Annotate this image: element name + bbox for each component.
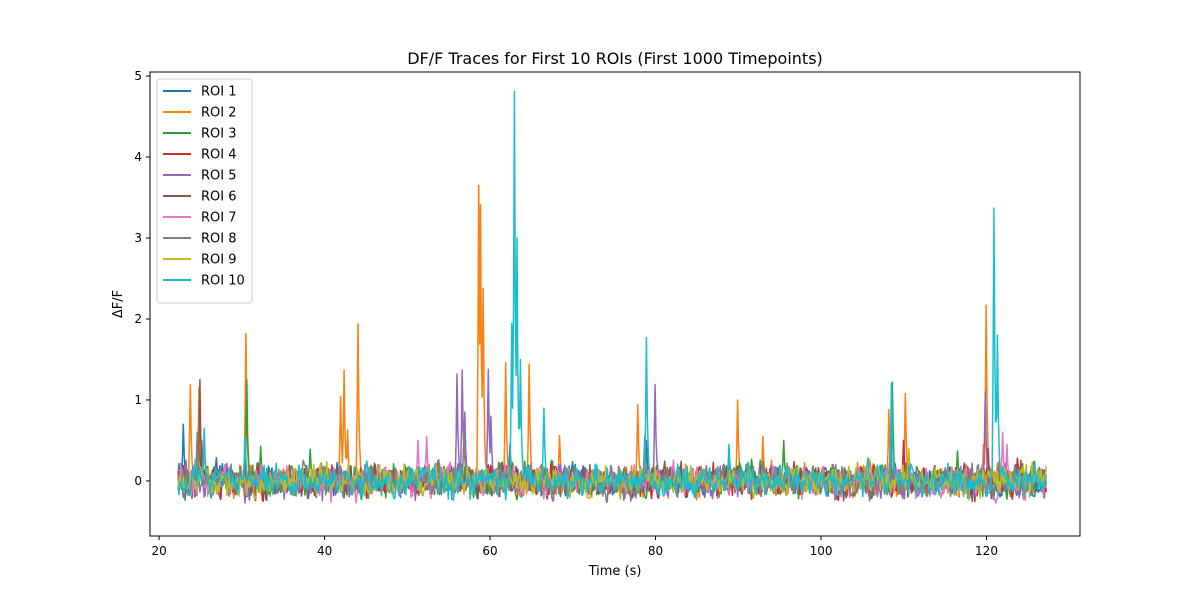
- x-tick-label: 120: [975, 544, 998, 558]
- legend-label: ROI 9: [201, 253, 237, 268]
- y-tick-label: 5: [134, 69, 142, 83]
- legend-label: ROI 10: [201, 274, 245, 289]
- x-axis: 20 40 60 80 100 120: [151, 536, 998, 558]
- y-tick-label: 3: [134, 231, 142, 245]
- legend-label: ROI 3: [201, 127, 237, 142]
- legend: ROI 1 ROI 2 ROI 3 ROI 4 ROI 5 ROI 6 ROI 7 ROI 8…: [156, 78, 253, 304]
- legend-label: ROI 7: [201, 211, 237, 226]
- y-tick-label: 4: [134, 150, 142, 164]
- legend-label: ROI 4: [201, 148, 237, 163]
- plot-area: [149, 71, 1081, 537]
- x-tick-label: 20: [151, 544, 166, 558]
- legend-label: ROI 1: [201, 85, 237, 100]
- x-tick-label: 60: [482, 544, 497, 558]
- x-tick-label: 100: [810, 544, 833, 558]
- y-tick-label: 1: [134, 393, 142, 407]
- legend-box: [156, 78, 253, 304]
- chart-title: DF/F Traces for First 10 ROIs (First 100…: [407, 49, 823, 68]
- legend-label: ROI 5: [201, 169, 237, 184]
- series-layer: [177, 90, 1047, 504]
- legend-label: ROI 8: [201, 232, 237, 247]
- axes-frame: [149, 71, 1081, 537]
- legend-label: ROI 6: [201, 190, 237, 205]
- x-tick-label: 40: [317, 544, 332, 558]
- series-line-roi-10: [177, 90, 1047, 502]
- legend-label: ROI 2: [201, 106, 237, 121]
- y-tick-label: 2: [134, 312, 142, 326]
- y-axis: 0 1 2 3 4 5: [134, 69, 150, 488]
- x-tick-label: 80: [648, 544, 663, 558]
- y-axis-label: ΔF/F: [111, 290, 126, 318]
- y-tick-label: 0: [134, 474, 142, 488]
- x-axis-label: Time (s): [588, 564, 642, 579]
